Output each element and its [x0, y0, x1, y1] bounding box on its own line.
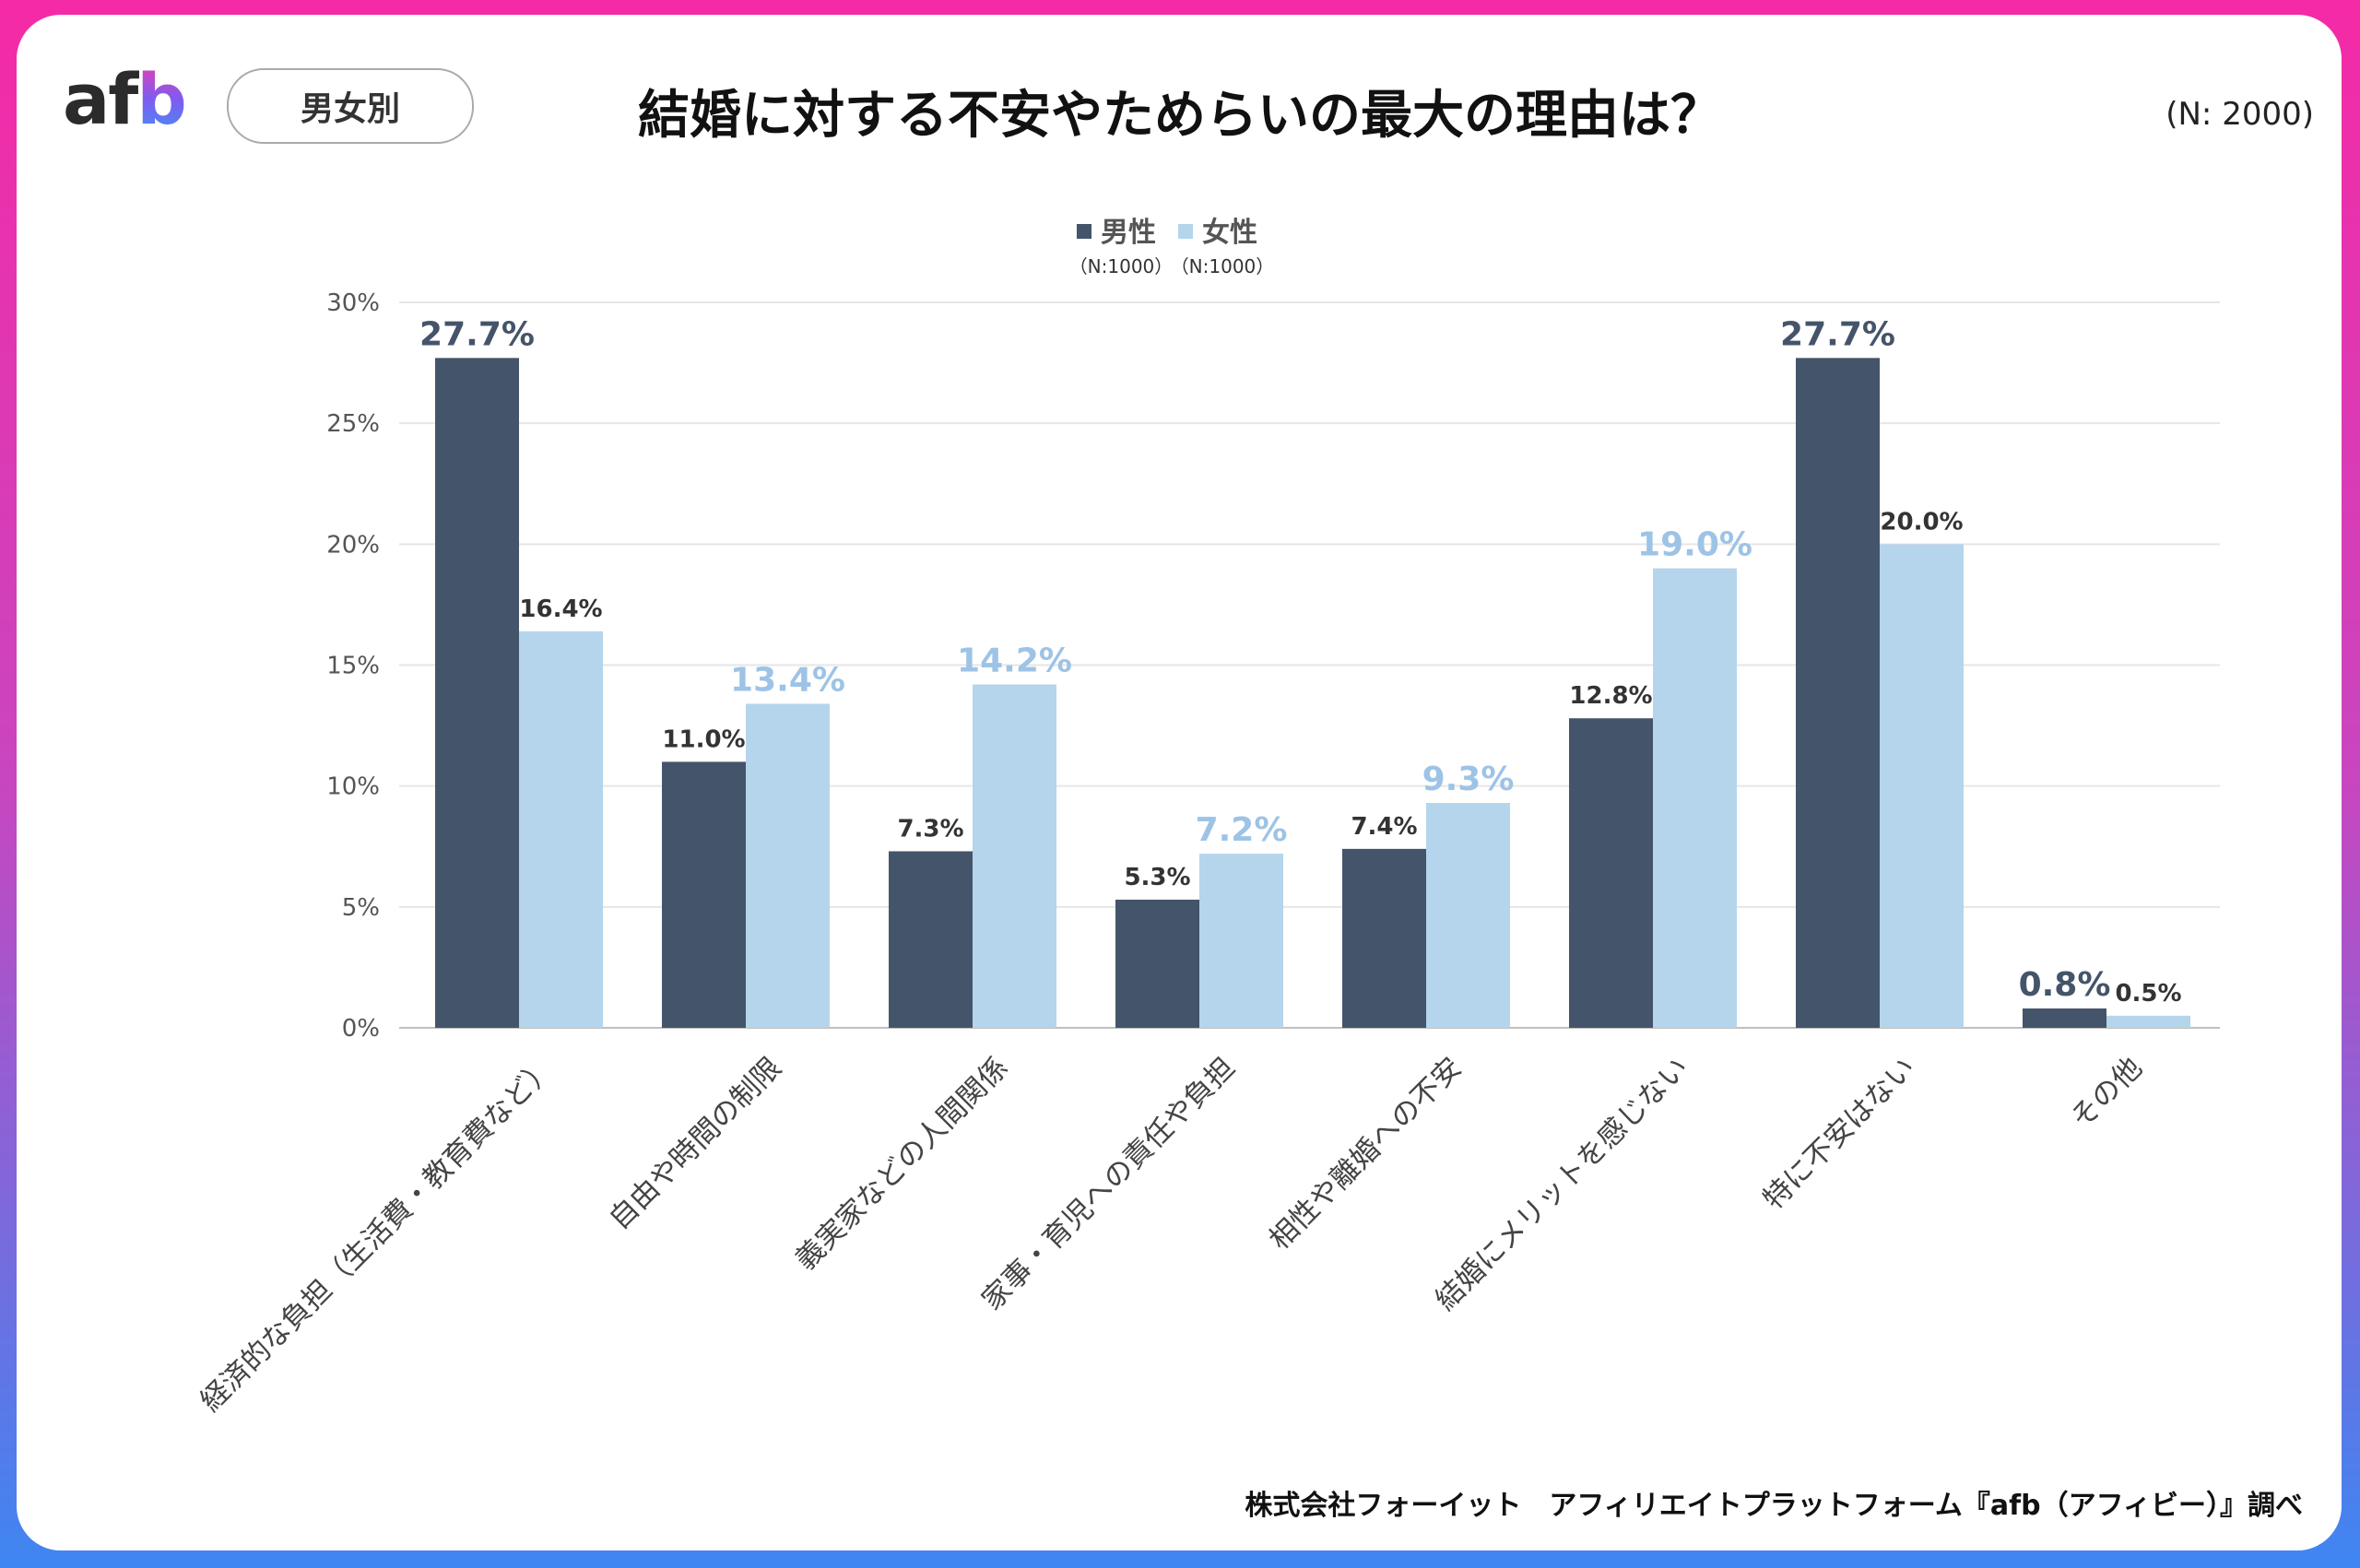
bar-male: [1569, 718, 1653, 1028]
value-label: 14.2%: [957, 642, 1072, 679]
bar-male: [1115, 899, 1199, 1028]
legend-label: 男性: [1101, 217, 1156, 249]
afb-logo: afb: [63, 58, 187, 140]
bar-female: [746, 703, 830, 1028]
bar-female: [1426, 803, 1510, 1028]
y-tick-label: 30%: [326, 289, 380, 317]
y-tick-label: 0%: [342, 1015, 380, 1043]
value-label: 13.4%: [730, 661, 845, 699]
legend-note: （N:1000）: [1171, 255, 1275, 277]
bar-female: [519, 631, 603, 1028]
bar-female: [1653, 568, 1737, 1028]
legend-swatch-female: [1178, 224, 1193, 239]
value-label: 27.7%: [419, 315, 535, 353]
category-label: 自由や時間の制限: [603, 1051, 788, 1236]
value-label: 9.3%: [1422, 760, 1515, 798]
bar-male: [435, 358, 519, 1028]
value-label: 11.0%: [662, 725, 745, 753]
value-label: 27.7%: [1780, 315, 1895, 353]
category-label: 経済的な負担（生活費・教育費など）: [195, 1051, 561, 1418]
bar-male: [1342, 848, 1426, 1028]
legend-swatch-male: [1077, 224, 1092, 239]
value-label: 19.0%: [1637, 526, 1752, 564]
category-label: その他: [2064, 1051, 2148, 1135]
y-tick-label: 20%: [326, 531, 380, 559]
bar-female: [1199, 854, 1283, 1028]
bar-male: [1796, 358, 1880, 1028]
category-label: 家事・育児への責任や負担: [975, 1051, 1241, 1316]
y-tick-label: 5%: [342, 894, 380, 922]
legend-label: 女性: [1202, 217, 1257, 249]
filter-badge: 男女別: [227, 68, 474, 144]
bar-male: [2023, 1008, 2106, 1028]
value-label: 20.0%: [1880, 508, 1963, 536]
legend-note: （N:1000）: [1069, 255, 1174, 277]
category-label: 義実家などの人間関係: [789, 1051, 1015, 1277]
bar-female: [973, 684, 1056, 1028]
value-label: 0.8%: [2019, 966, 2111, 1004]
value-label: 7.4%: [1351, 813, 1417, 841]
value-label: 12.8%: [1569, 682, 1652, 710]
chart-title: 結婚に対する不安やためらいの最大の理由は？: [638, 86, 1722, 146]
source-note: 株式会社フォーイット アフィリエイトプラットフォーム『afb（アフィビー）』調べ: [1245, 1490, 2303, 1522]
category-label: 結婚にメリットを感じない: [1429, 1051, 1694, 1316]
y-tick-label: 15%: [326, 653, 380, 680]
value-label: 0.5%: [2115, 980, 2181, 1008]
value-label: 16.4%: [519, 595, 602, 623]
category-label: 相性や離婚への不安: [1263, 1051, 1469, 1256]
sample-size: (N: 2000): [2165, 96, 2314, 133]
value-label: 7.3%: [897, 815, 963, 843]
bar-female: [2106, 1015, 2190, 1028]
bar-male: [889, 851, 973, 1028]
y-tick-label: 25%: [326, 410, 380, 438]
y-tick-label: 10%: [326, 773, 380, 801]
bar-male: [662, 761, 746, 1028]
category-label: 特に不安はない: [1757, 1051, 1922, 1216]
value-label: 5.3%: [1124, 864, 1190, 891]
bar-female: [1880, 544, 1964, 1028]
value-label: 7.2%: [1196, 811, 1288, 849]
